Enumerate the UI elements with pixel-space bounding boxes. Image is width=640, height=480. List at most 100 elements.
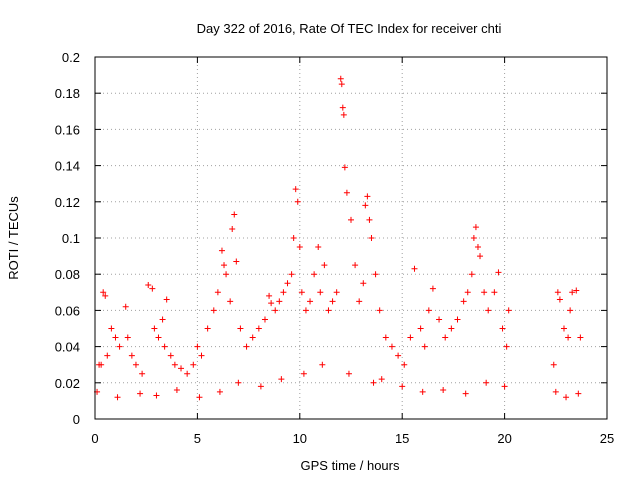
x-tick-label: 10 [293, 431, 307, 446]
data-point [495, 269, 502, 276]
data-point [378, 376, 385, 383]
data-point [425, 307, 432, 314]
data-point [499, 325, 506, 332]
data-point [481, 289, 488, 296]
data-point [272, 307, 279, 314]
data-point [268, 300, 275, 307]
data-point [348, 216, 354, 223]
data-point [440, 387, 447, 394]
data-point [436, 316, 443, 323]
data-point [577, 334, 584, 341]
x-axis-label: GPS time / hours [301, 458, 400, 473]
data-point [214, 289, 221, 296]
data-point [470, 235, 477, 241]
data-point [280, 289, 287, 296]
data-point [368, 235, 375, 241]
data-point [550, 361, 557, 368]
data-point [290, 235, 297, 241]
data-point [227, 298, 234, 305]
x-tick-label: 0 [91, 431, 98, 446]
data-point [284, 280, 291, 287]
y-tick-label: 0.06 [55, 303, 80, 318]
data-point [485, 307, 492, 314]
data-point [477, 253, 484, 260]
data-point [370, 379, 377, 386]
x-tick-label: 20 [497, 431, 511, 446]
data-point [472, 224, 479, 231]
data-point [317, 289, 324, 296]
data-point [343, 189, 350, 196]
data-point [352, 262, 359, 269]
data-point [421, 343, 428, 350]
y-tick-label: 0.02 [55, 376, 80, 391]
x-tick-label: 5 [194, 431, 201, 446]
data-point [501, 383, 508, 390]
data-point [442, 334, 449, 341]
data-point [356, 298, 363, 305]
x-tick-label: 25 [600, 431, 614, 446]
data-point [429, 285, 436, 292]
data-point [288, 271, 295, 278]
data-point [341, 164, 348, 171]
data-point [505, 307, 512, 314]
data-point [210, 307, 217, 314]
data-point [376, 307, 383, 314]
y-tick-label: 0.04 [55, 340, 80, 355]
data-point [569, 289, 576, 296]
data-point [340, 111, 347, 118]
data-point [319, 361, 326, 368]
data-point [382, 334, 389, 341]
axis-ticks [94, 56, 608, 420]
data-point [184, 370, 191, 377]
data-point [114, 394, 121, 401]
data-point [100, 289, 107, 296]
data-point [556, 296, 563, 303]
data-point [468, 271, 475, 278]
data-point [132, 361, 139, 368]
data-point [223, 271, 230, 278]
data-point [567, 307, 574, 314]
data-point [462, 390, 469, 397]
y-tick-label: 0.1 [62, 231, 80, 246]
data-point [503, 343, 510, 350]
data-point [159, 316, 166, 323]
x-tick-label: 15 [395, 431, 409, 446]
data-point [298, 289, 305, 296]
data-point [345, 370, 352, 377]
data-point [300, 370, 307, 377]
data-point [360, 280, 367, 287]
data-points [94, 75, 584, 401]
data-point [474, 244, 481, 251]
data-point [307, 298, 314, 305]
data-point [407, 334, 414, 341]
data-point [325, 307, 332, 314]
data-point [338, 81, 345, 88]
data-point [575, 390, 582, 397]
data-point [448, 325, 455, 332]
data-point [563, 394, 570, 401]
data-point [221, 262, 228, 269]
data-point [122, 303, 129, 310]
data-point [235, 379, 242, 386]
data-point [198, 352, 205, 359]
data-point [231, 211, 238, 218]
data-point [139, 370, 146, 377]
y-tick-label: 0.2 [62, 50, 80, 65]
data-point [173, 387, 180, 394]
x-tick-labels: 0 5 10 15 20 25 [91, 431, 614, 446]
data-point [554, 289, 561, 296]
data-point [362, 202, 369, 209]
data-point [153, 392, 160, 399]
y-tick-label: 0.12 [55, 195, 80, 210]
data-point [333, 289, 340, 296]
data-point [491, 289, 498, 296]
data-point [372, 271, 379, 278]
data-point [218, 247, 225, 254]
data-point [178, 365, 185, 372]
data-point [292, 186, 299, 193]
data-point [108, 325, 115, 332]
data-point [454, 316, 461, 323]
data-point [460, 298, 467, 305]
data-point [233, 258, 240, 265]
data-point [552, 388, 559, 395]
